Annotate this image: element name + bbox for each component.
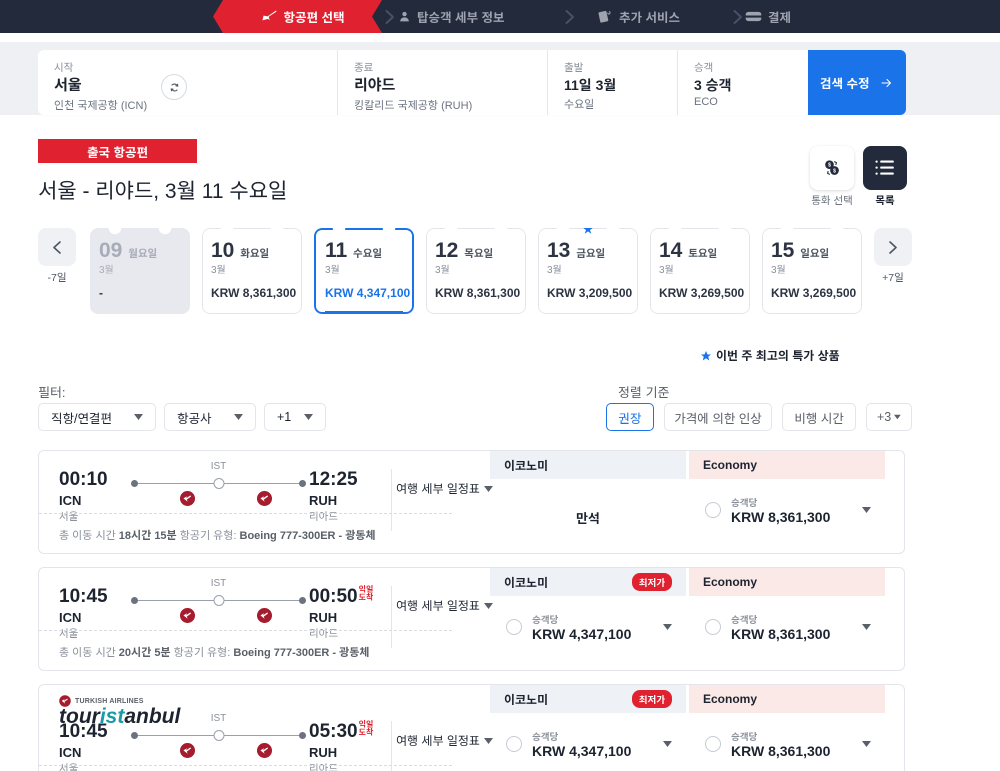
svg-text:$: $ [828, 163, 831, 169]
svg-text:$: $ [833, 168, 836, 174]
